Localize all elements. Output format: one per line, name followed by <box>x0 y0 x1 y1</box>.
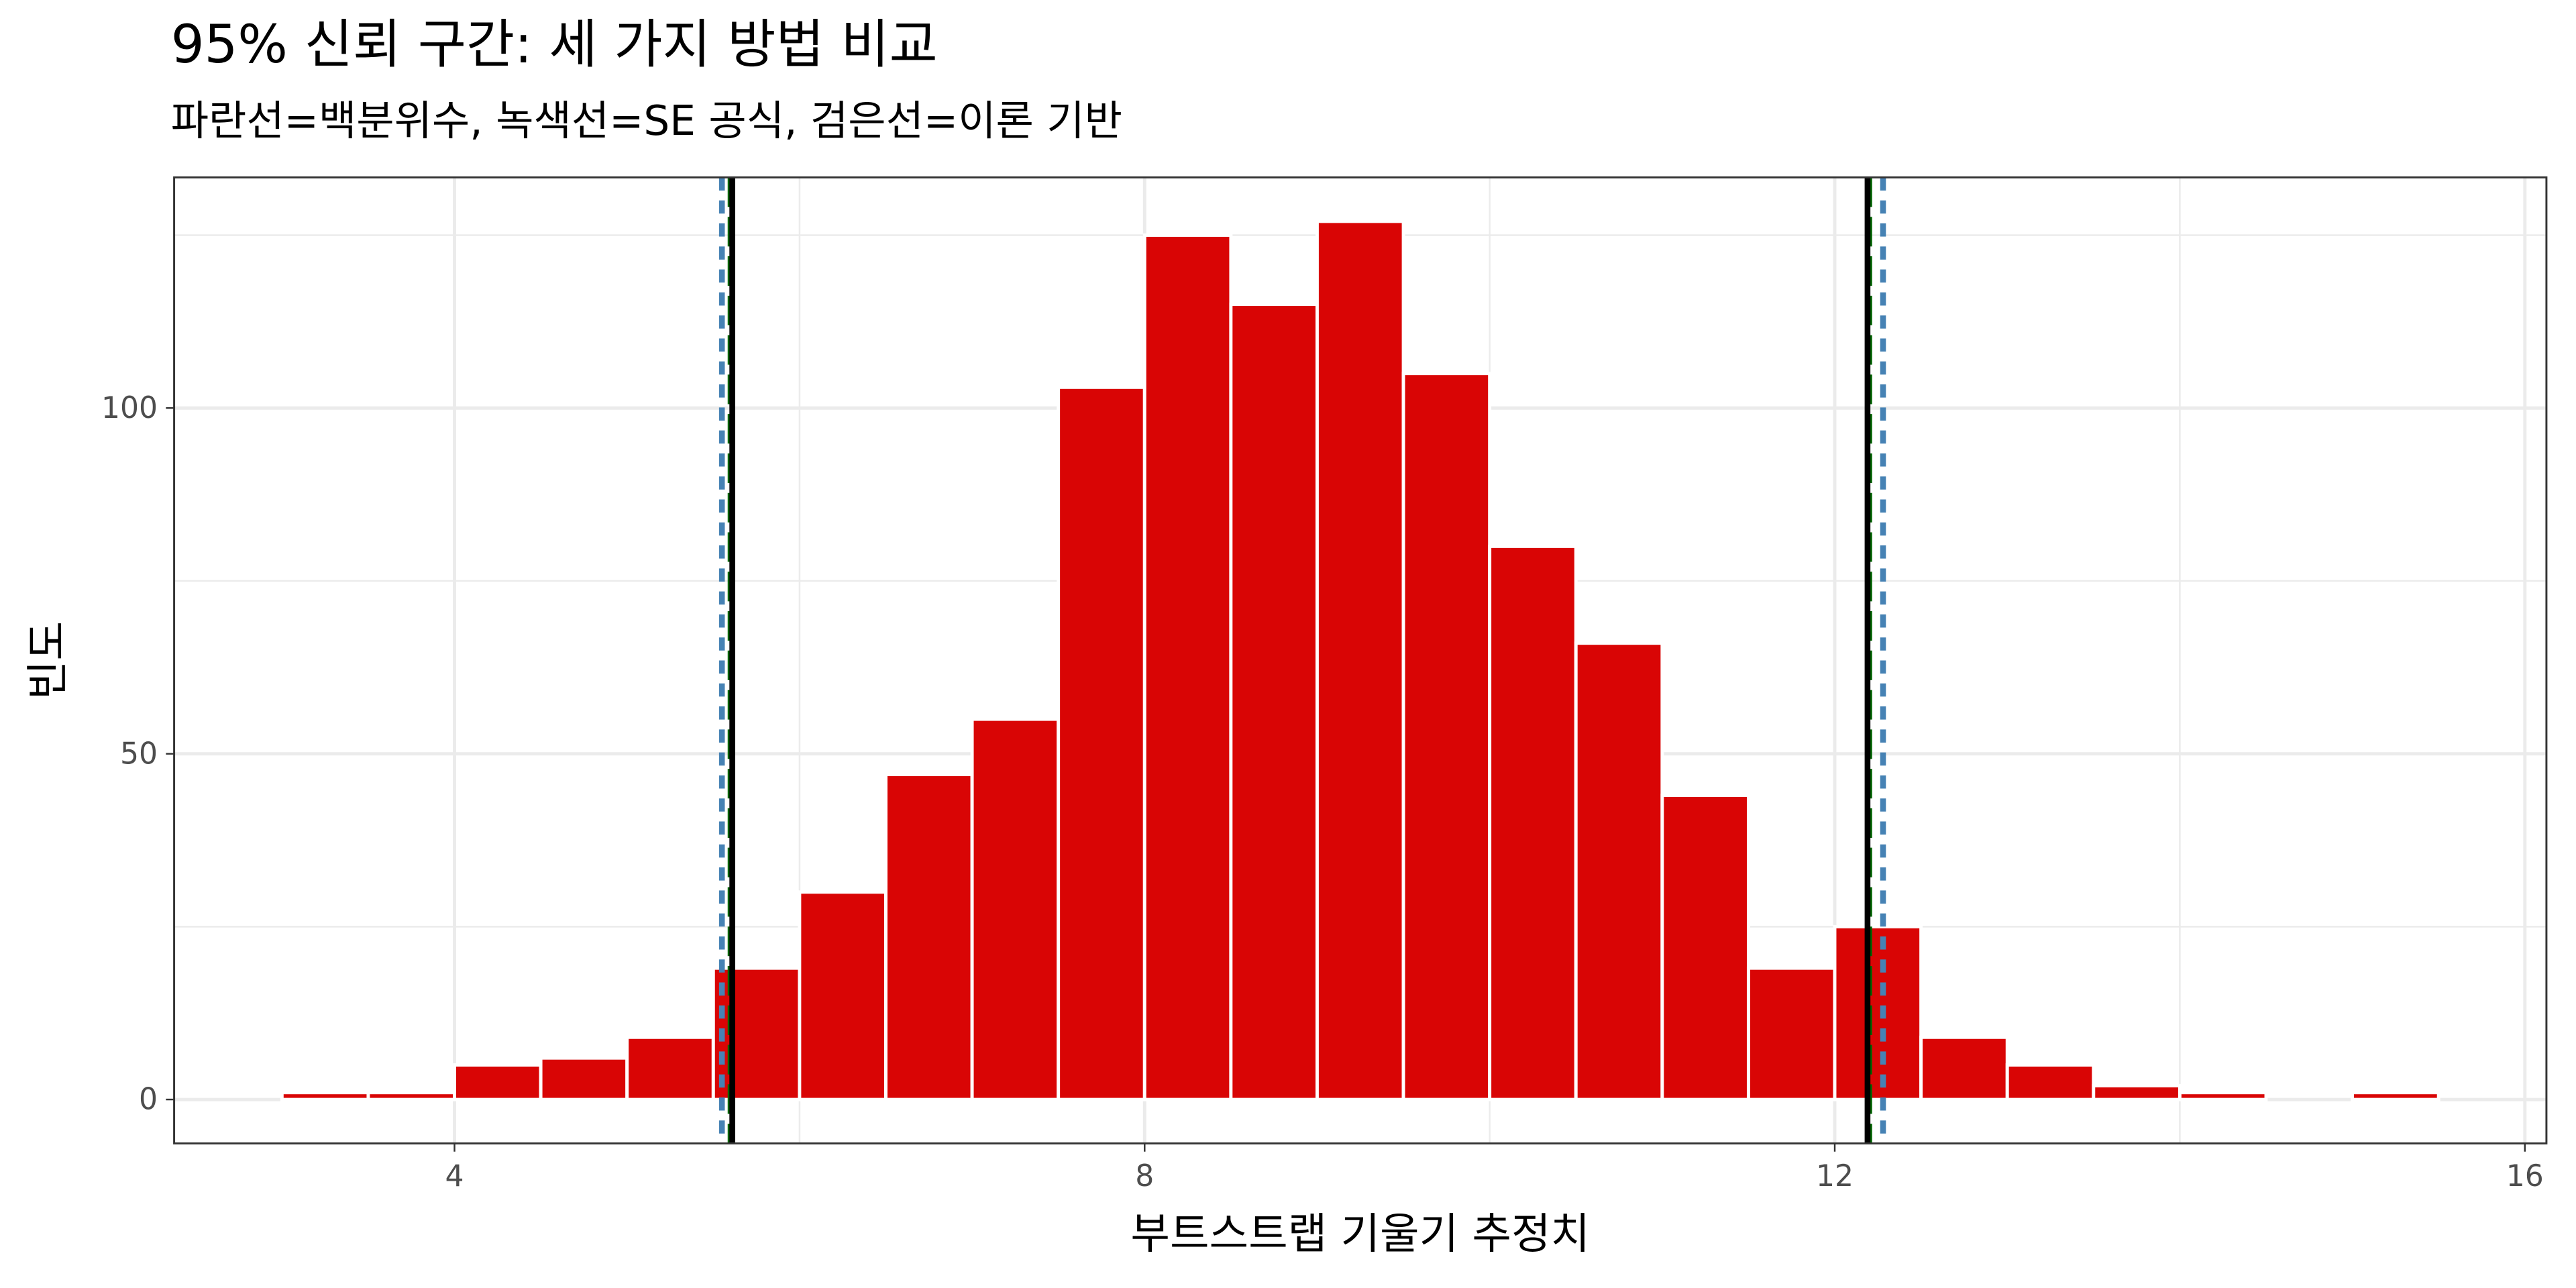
bar <box>453 1063 543 1102</box>
x-tick-label: 16 <box>2506 1159 2544 1193</box>
chart-title: 95% 신뢰 구간: 세 가지 방법 비교 <box>171 14 938 75</box>
y-tick-label: 100 <box>101 391 158 425</box>
bar <box>625 1035 715 1102</box>
x-tick-label: 4 <box>445 1159 464 1193</box>
bar <box>2178 1091 2268 1102</box>
bar <box>1574 641 1664 1102</box>
x-tick-label: 8 <box>1135 1159 1154 1193</box>
y-axis-label: 빈도 <box>23 621 73 700</box>
bar <box>1919 1035 2009 1102</box>
bar <box>2092 1083 2182 1102</box>
bar <box>970 717 1061 1102</box>
bar <box>1746 966 1837 1102</box>
panel-border <box>173 176 2548 1144</box>
bar <box>1142 233 1233 1102</box>
x-tick-label: 12 <box>1816 1159 1854 1193</box>
bar <box>1316 219 1405 1102</box>
bar <box>2005 1063 2096 1102</box>
bar <box>884 773 974 1102</box>
bar <box>280 1091 370 1102</box>
bar <box>366 1091 456 1102</box>
bar <box>1488 544 1578 1102</box>
x-axis-label: 부트스트랩 기울기 추정치 <box>1130 1210 1590 1259</box>
bar <box>1833 924 1923 1102</box>
chart-subtitle: 파란선=백분위수, 녹색선=SE 공식, 검은선=이론 기반 <box>171 97 1122 145</box>
bar <box>1401 372 1492 1102</box>
y-tick-label: 50 <box>120 737 158 771</box>
bar <box>1057 385 1146 1102</box>
bar <box>798 890 888 1102</box>
bar <box>539 1056 629 1102</box>
y-tick-label: 0 <box>139 1083 158 1117</box>
bar <box>711 966 802 1102</box>
bar <box>1229 303 1319 1102</box>
bar <box>1660 794 1750 1102</box>
bar <box>2351 1091 2440 1102</box>
